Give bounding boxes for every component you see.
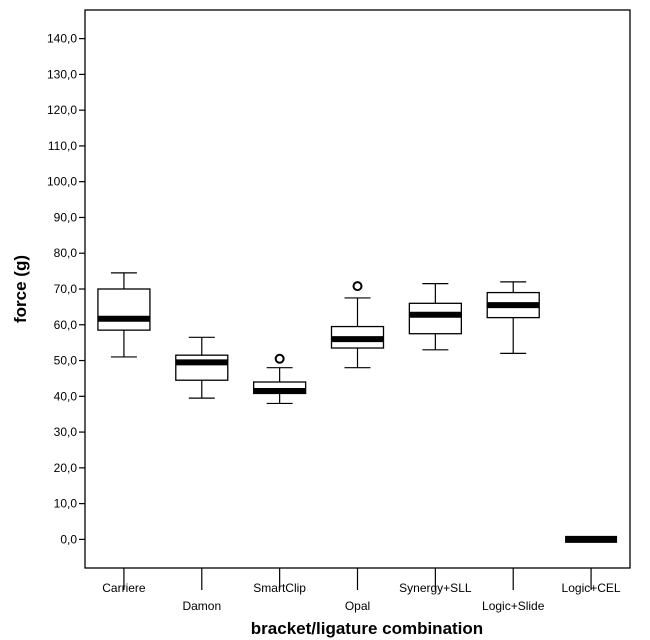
x-category-label: Carriere: [102, 581, 146, 595]
y-tick-label: 80,0: [54, 246, 78, 260]
y-tick-label: 130,0: [47, 67, 77, 81]
y-tick-label: 60,0: [54, 318, 78, 332]
y-tick-label: 70,0: [54, 282, 78, 296]
y-tick-label: 10,0: [54, 497, 78, 511]
outlier-point: [352, 281, 363, 292]
box-opal: [330, 281, 385, 369]
x-axis: Carriere Damon SmartClip Opal Synergy+SLL Log…: [102, 568, 621, 613]
x-category-label: SmartClip: [253, 581, 306, 595]
y-tick-label: 50,0: [54, 354, 78, 368]
y-tick-label: 20,0: [54, 461, 78, 475]
x-axis-title: bracket/ligature combination: [251, 619, 483, 638]
x-category-label: Logic+Slide: [482, 599, 545, 613]
y-tick-label: 100,0: [47, 175, 77, 189]
box-smartclip: [252, 353, 307, 405]
y-tick-label: 120,0: [47, 103, 77, 117]
x-category-label: Logic+CEL: [562, 581, 621, 595]
box-synergy-sll: [408, 283, 463, 351]
y-tick-label: 0,0: [60, 532, 77, 546]
boxes-layer: [97, 272, 618, 543]
iqr-box: [97, 288, 151, 331]
box-carriere: [97, 272, 151, 358]
y-tick-label: 40,0: [54, 389, 78, 403]
outlier-point: [274, 353, 285, 364]
box-damon: [175, 336, 229, 399]
y-tick-label: 140,0: [47, 32, 77, 46]
y-tick-label: 90,0: [54, 210, 78, 224]
x-category-label: Damon: [182, 599, 221, 613]
iqr-box: [175, 354, 229, 381]
x-category-label: Opal: [345, 599, 370, 613]
box-logic-slide: [486, 281, 540, 354]
iqr-box: [408, 302, 463, 335]
x-category-label: Synergy+SLL: [399, 581, 472, 595]
y-tick-label: 110,0: [48, 139, 77, 153]
y-tick-label: 30,0: [54, 425, 78, 439]
y-axis-title: force (g): [11, 255, 30, 323]
y-axis: 0,0 10,0 20,0 30,0 40,0 50,0 60,0 70,0 80,0 90,0 1…: [47, 32, 85, 546]
